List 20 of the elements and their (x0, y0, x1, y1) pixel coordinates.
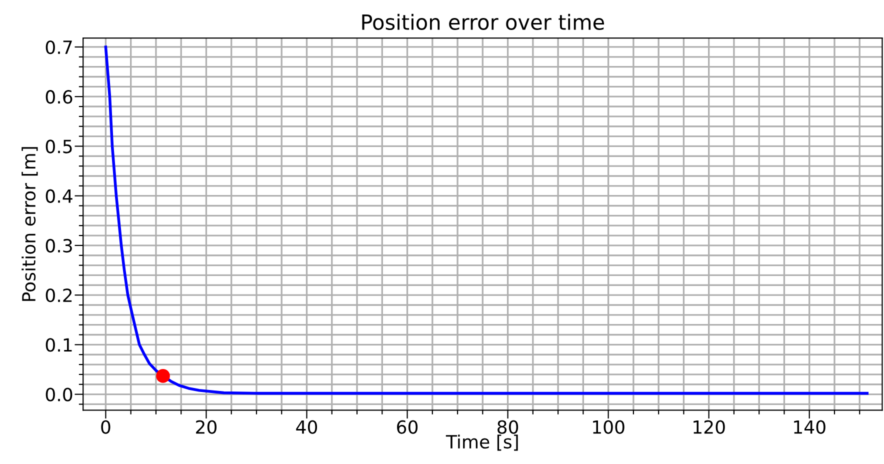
y-tick-label: 0.1 (46, 338, 72, 352)
x-tick-label: 0 (101, 420, 110, 434)
x-tick-label: 40 (296, 420, 318, 434)
y-tick-label: 0.0 (46, 388, 72, 402)
x-tick-label: 120 (694, 420, 725, 434)
y-tick-label: 0.4 (46, 189, 72, 203)
y-tick-label: 0.5 (46, 140, 72, 154)
x-tick-label: 20 (196, 420, 217, 434)
y-tick-label: 0.7 (46, 40, 72, 54)
x-axis-title: Time [s] (446, 434, 518, 451)
y-tick-label: 0.2 (46, 288, 72, 302)
line-series (104, 46, 869, 395)
x-tick-label: 100 (593, 420, 624, 434)
x-tick-label: 80 (498, 420, 518, 434)
x-tick-label: 140 (794, 420, 826, 434)
y-axis-title: Position error [m] (22, 147, 38, 301)
chart-title: Position error over time (362, 14, 604, 30)
y-tick-label: 0.6 (46, 90, 72, 104)
y-tick-label: 0.3 (46, 238, 72, 253)
x-tick-label: 60 (397, 420, 418, 434)
